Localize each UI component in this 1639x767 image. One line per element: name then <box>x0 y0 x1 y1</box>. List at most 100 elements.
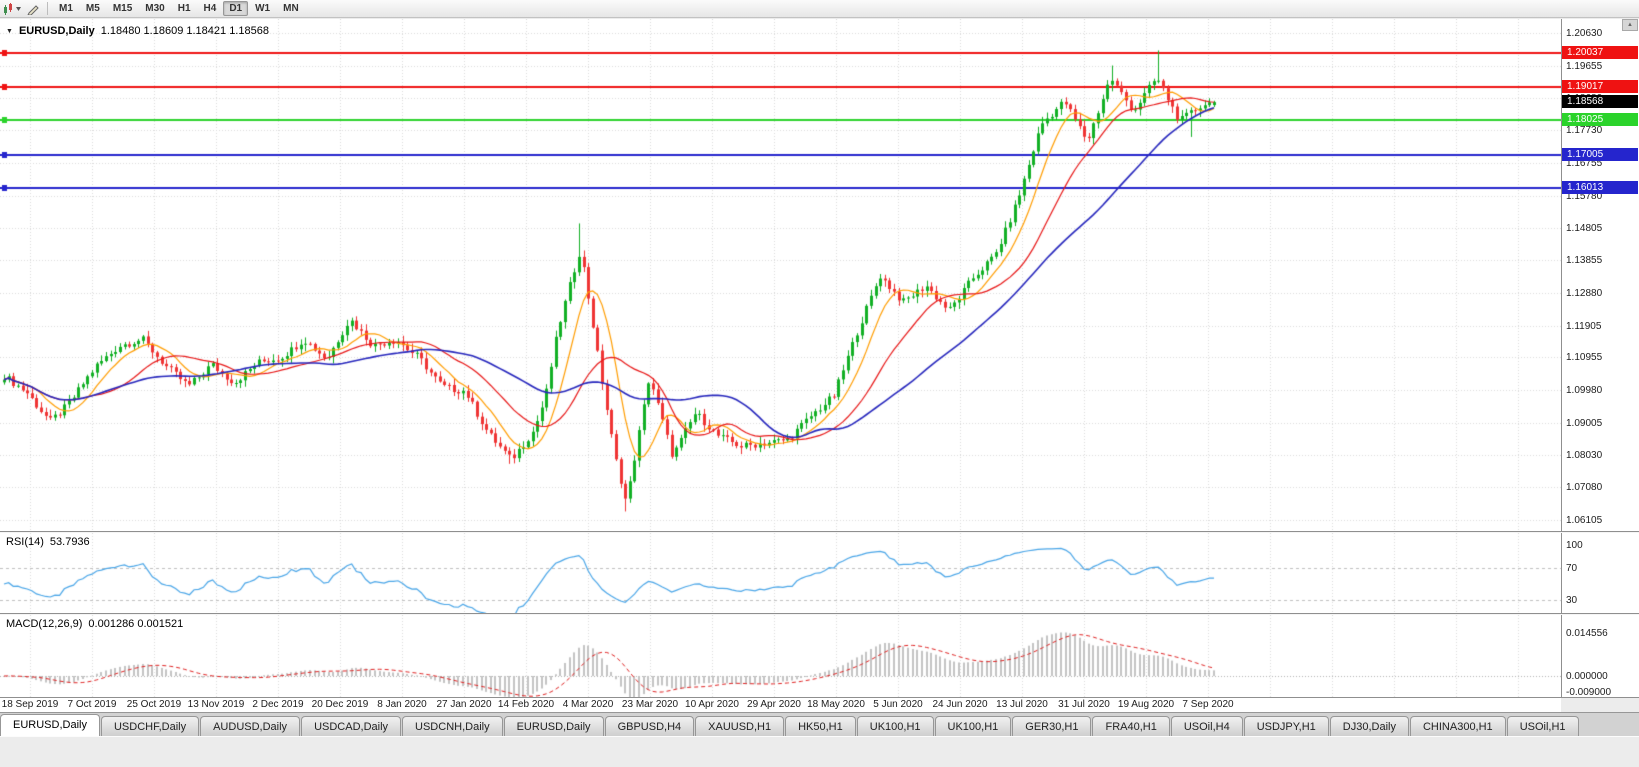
price-axis-label: 1.06105 <box>1566 514 1603 526</box>
tab-usdjpy-h1[interactable]: USDJPY,H1 <box>1243 716 1329 737</box>
date-label: 24 Jun 2020 <box>932 699 988 710</box>
date-label: 10 Apr 2020 <box>685 699 739 710</box>
price-axis-label: 1.19655 <box>1566 60 1603 72</box>
price-tag: 1.18568 <box>1562 95 1638 109</box>
date-label: 19 Aug 2020 <box>1117 699 1175 710</box>
chart-scroll-button[interactable]: ▲ <box>1622 19 1638 31</box>
price-axis-label: 1.12880 <box>1566 287 1603 299</box>
date-label: 18 Sep 2019 <box>1 699 59 710</box>
timeframe-m1[interactable]: M1 <box>59 3 73 14</box>
price-axis-label: 1.20630 <box>1566 28 1603 39</box>
date-label: 7 Sep 2020 <box>1182 699 1234 710</box>
price-axis-label: 1.08030 <box>1566 450 1603 462</box>
timeframe-w1[interactable]: W1 <box>255 3 271 14</box>
timeframe-m30[interactable]: M30 <box>145 3 165 14</box>
timeframe-h1[interactable]: H1 <box>177 3 191 14</box>
price-axis-label: 1.11905 <box>1566 320 1602 332</box>
tab-eurusd-daily[interactable]: EURUSD,Daily <box>503 716 604 737</box>
rsi-name: RSI(14) <box>6 536 44 548</box>
chart-tab-bar: EURUSD,Daily USDCHF,Daily AUDUSD,Daily USDC… <box>0 712 1639 737</box>
timeframe-mn[interactable]: MN <box>283 3 299 14</box>
main-chart-panel[interactable]: ▼ EURUSD,Daily 1.18480 1.18609 1.18421 1… <box>0 19 1561 531</box>
date-label: 13 Nov 2019 <box>187 699 245 710</box>
date-label: 23 Mar 2020 <box>621 699 679 710</box>
tab-usdcnh-daily[interactable]: USDCNH,Daily <box>402 716 503 737</box>
date-label: 5 Jun 2020 <box>873 699 923 710</box>
macd-axis-label: 0.000000 <box>1566 671 1608 682</box>
date-label: 2 Dec 2019 <box>252 699 304 710</box>
tab-ger30-h1[interactable]: GER30,H1 <box>1012 716 1092 737</box>
crosshair-icon[interactable] <box>27 1 41 17</box>
price-tag: 1.20037 <box>1562 45 1638 59</box>
tab-gbpusd-h4[interactable]: GBPUSD,H4 <box>604 716 695 737</box>
date-label: 27 Jan 2020 <box>436 699 492 710</box>
price-axis-label: 1.13855 <box>1566 255 1603 267</box>
collapse-arrow-icon[interactable]: ▼ <box>6 27 13 35</box>
timeframe-m15[interactable]: M15 <box>112 3 133 14</box>
price-axis-label: 1.07080 <box>1566 482 1603 494</box>
tab-hk50-h1[interactable]: HK50,H1 <box>785 716 856 737</box>
chart-title-symbol: EURUSD,Daily <box>18 25 95 37</box>
tab-eurusd-daily[interactable]: EURUSD,Daily <box>0 714 100 737</box>
date-label: 31 Jul 2020 <box>1058 699 1110 710</box>
date-label: 14 Feb 2020 <box>497 699 555 710</box>
price-axis-label: 1.10955 <box>1566 352 1603 364</box>
tab-xauusd-h1[interactable]: XAUUSD,H1 <box>695 716 785 737</box>
time-axis[interactable]: 18 Sep 2019 7 Oct 2019 25 Oct 2019 13 Nov 2… <box>0 698 1561 712</box>
rsi-panel[interactable]: RSI(14) 53.7936 <box>0 533 1561 613</box>
rsi-canvas[interactable] <box>0 533 1561 613</box>
price-axis-label: 1.09005 <box>1566 417 1603 429</box>
macd-label: MACD(12,26,9) 0.001286 0.001521 <box>6 618 183 630</box>
date-label: 13 Jul 2020 <box>996 699 1048 710</box>
rsi-label: RSI(14) 53.7936 <box>6 536 90 548</box>
macd-canvas[interactable] <box>0 615 1561 697</box>
price-chart-canvas[interactable] <box>0 19 1561 531</box>
macd-panel[interactable]: MACD(12,26,9) 0.001286 0.001521 <box>0 615 1561 697</box>
chart-title: ▼ EURUSD,Daily 1.18480 1.18609 1.18421 1… <box>6 25 269 37</box>
timeframe-h4[interactable]: H4 <box>203 3 217 14</box>
date-label: 29 Apr 2020 <box>747 699 801 710</box>
panel-splitter-highlight <box>0 614 1639 615</box>
tab-usoil-h4[interactable]: USOil,H4 <box>1170 716 1243 737</box>
date-label: 20 Dec 2019 <box>311 699 369 710</box>
price-tag: 1.17005 <box>1562 147 1638 161</box>
chart-title-ohlc: 1.18480 1.18609 1.18421 1.18568 <box>100 25 269 37</box>
tab-usdcad-daily[interactable]: USDCAD,Daily <box>301 716 402 737</box>
tab-uk100-h1[interactable]: UK100,H1 <box>934 716 1012 737</box>
date-label: 7 Oct 2019 <box>67 699 117 710</box>
tab-dj30-daily[interactable]: DJ30,Daily <box>1329 716 1409 737</box>
panel-splitter-highlight <box>0 532 1639 533</box>
macd-axis-label: 0.014556 <box>1566 628 1608 639</box>
panel-splitter[interactable] <box>0 613 1639 614</box>
date-label: 18 May 2020 <box>807 699 865 710</box>
macd-name: MACD(12,26,9) <box>6 618 83 630</box>
tab-audusd-daily[interactable]: AUDUSD,Daily <box>200 716 301 737</box>
date-label: 8 Jan 2020 <box>377 699 427 710</box>
rsi-value: 53.7936 <box>49 536 90 548</box>
price-axis-label: 1.16755 <box>1566 157 1603 169</box>
price-axis[interactable] <box>1561 19 1639 698</box>
price-tag: 1.18025 <box>1562 113 1638 127</box>
price-axis-label: 1.15780 <box>1566 190 1603 202</box>
status-bar <box>0 736 1639 767</box>
toolbar-separator <box>47 2 48 15</box>
tab-usoil-h1[interactable]: USOil,H1 <box>1506 716 1579 737</box>
timeframe-d1[interactable]: D1 <box>223 1 249 16</box>
rsi-axis-label: 70 <box>1566 563 1578 575</box>
tab-usdchf-daily[interactable]: USDCHF,Daily <box>100 716 200 737</box>
price-axis-label: 1.17730 <box>1566 125 1603 137</box>
chart-toolbar: M1 M5 M15 M30 H1 H4 D1 W1 MN <box>0 0 1639 18</box>
price-tag: 1.16013 <box>1562 180 1638 194</box>
price-axis-label: 1.09980 <box>1566 385 1603 397</box>
tab-china300-h1[interactable]: CHINA300,H1 <box>1409 716 1506 737</box>
timeframe-buttons: M1 M5 M15 M30 H1 H4 D1 W1 MN <box>53 1 305 16</box>
timeframe-m5[interactable]: M5 <box>85 3 100 14</box>
chart-type-icon[interactable] <box>3 1 23 17</box>
tab-fra40-h1[interactable]: FRA40,H1 <box>1092 716 1170 737</box>
date-label: 4 Mar 2020 <box>562 699 614 710</box>
time-axis-border <box>0 697 1639 698</box>
tab-uk100-h1[interactable]: UK100,H1 <box>856 716 934 737</box>
rsi-axis-label: 30 <box>1566 594 1578 606</box>
panel-splitter[interactable] <box>0 531 1639 532</box>
